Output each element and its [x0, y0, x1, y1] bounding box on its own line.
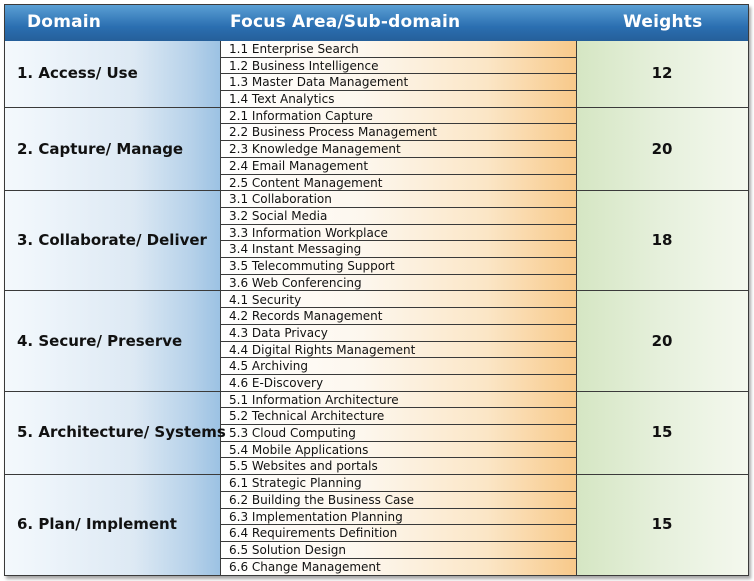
- subdomain-item: 5.4 Mobile Applications: [220, 442, 576, 459]
- domain-label: 5. Architecture/ Systems: [17, 423, 226, 442]
- domain-group: 4. Secure/ Preserve 4.1 Security 4.2 Recor…: [5, 292, 748, 392]
- subdomain-item: 3.4 Instant Messaging: [220, 241, 576, 259]
- subdomain-item: 2.4 Email Management: [220, 158, 576, 175]
- subdomain-item: 1.4 Text Analytics: [229, 92, 335, 107]
- subdomain-item: 2.5 Content Management: [229, 175, 383, 190]
- weight-value: 12: [651, 64, 673, 83]
- subdomain-item: 1.2 Business Intelligence: [220, 58, 576, 75]
- domain-weights-table: Domain Focus Area/Sub-domain Weights 1. …: [4, 4, 749, 576]
- subdomain-item: 3.5 Telecommuting Support: [220, 258, 576, 275]
- subdomain-item: 2.1 Information Capture: [220, 108, 576, 125]
- weight-value: 15: [651, 515, 673, 534]
- subdomain-item: 6.3 Implementation Planning: [220, 509, 576, 526]
- subdomain-item: 6.4 Requirements Definition: [220, 525, 576, 542]
- weight-value: 20: [651, 331, 673, 350]
- subdomain-item: 2.3 Knowledge Management: [220, 141, 576, 158]
- column-divider: [576, 41, 577, 575]
- subdomain-item: 6.1 Strategic Planning: [220, 475, 576, 492]
- domain-group: 6. Plan/ Implement 6.1 Strategic Planning…: [5, 475, 748, 575]
- table-body: 1. Access/ Use 1.1 Enterprise Search 1.2 B…: [5, 41, 748, 575]
- domain-label: 4. Secure/ Preserve: [17, 331, 183, 350]
- weight-value: 15: [651, 423, 673, 442]
- subdomain-item: 1.1 Enterprise Search: [220, 41, 576, 58]
- table-header: Domain Focus Area/Sub-domain Weights: [5, 5, 748, 42]
- subdomain-item: 4.1 Security: [220, 292, 576, 309]
- domain-label: 2. Capture/ Manage: [17, 139, 184, 158]
- domain-label: 3. Collaborate/ Deliver: [17, 231, 207, 250]
- subdomain-item: 4.6 E-Discovery: [229, 376, 324, 390]
- domain-group: 5. Architecture/ Systems 5.1 Information …: [5, 392, 748, 476]
- subdomain-item: 4.2 Records Management: [220, 308, 576, 325]
- domain-label: 1. Access/ Use: [17, 64, 138, 83]
- header-focus-area: Focus Area/Sub-domain: [230, 12, 461, 32]
- subdomain-item: 5.3 Cloud Computing: [220, 425, 576, 442]
- domain-group: 3. Collaborate/ Deliver 3.1 Collaboration…: [5, 191, 748, 292]
- subdomain-item: 4.4 Digital Rights Management: [220, 342, 576, 359]
- subdomain-item: 6.6 Change Management: [229, 559, 381, 574]
- weight-column-bg: [576, 41, 748, 575]
- domain-label: 6. Plan/ Implement: [17, 515, 177, 534]
- subdomain-item: 2.2 Business Process Management: [220, 124, 576, 142]
- subdomain-item: 6.5 Solution Design: [220, 542, 576, 559]
- weight-value: 18: [651, 231, 673, 250]
- subdomain-item: 5.2 Technical Architecture: [220, 408, 576, 426]
- subdomain-item: 1.3 Master Data Management: [220, 74, 576, 92]
- subdomain-item: 4.5 Archiving: [220, 358, 576, 375]
- subdomain-item: 3.3 Information Workplace: [220, 225, 576, 242]
- domain-column-bg: [5, 41, 220, 575]
- header-domain: Domain: [27, 12, 102, 32]
- subdomain-item: 4.3 Data Privacy: [220, 325, 576, 342]
- header-weights: Weights: [623, 12, 703, 32]
- domain-group: 1. Access/ Use 1.1 Enterprise Search 1.2 B…: [5, 41, 748, 108]
- domain-group: 2. Capture/ Manage 2.1 Information Captur…: [5, 108, 748, 192]
- weight-value: 20: [651, 139, 673, 158]
- subdomain-item: 6.2 Building the Business Case: [220, 492, 576, 509]
- subdomain-item: 5.5 Websites and portals: [229, 459, 378, 474]
- subdomain-item: 3.2 Social Media: [220, 208, 576, 225]
- subdomain-item: 3.1 Collaboration: [220, 191, 576, 208]
- subdomain-item: 5.1 Information Architecture: [220, 392, 576, 409]
- subdomain-item: 3.6 Web Conferencing: [229, 275, 362, 290]
